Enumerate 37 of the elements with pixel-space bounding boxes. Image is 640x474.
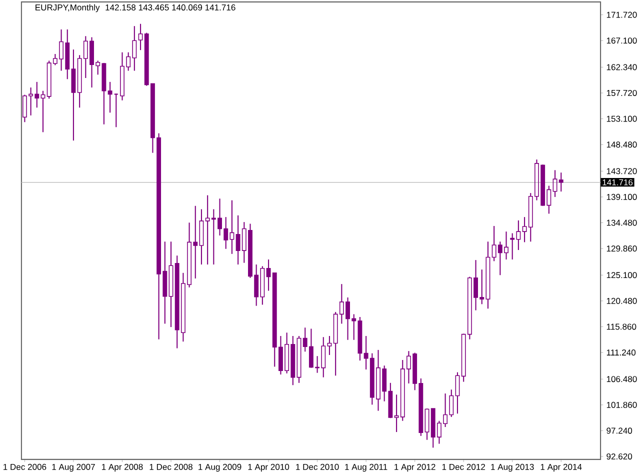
y-tick-label: 157.720	[606, 90, 637, 96]
candlestick	[138, 23, 143, 50]
x-tick-label: 1 Aug 2011	[345, 464, 388, 472]
y-tick-label: 167.100	[606, 37, 637, 44]
x-tick-label: 1 Apr 2010	[248, 464, 290, 472]
y-tick-label: 129.860	[606, 245, 637, 252]
x-tick-label: 1 Apr 2014	[540, 464, 582, 472]
y-tick-label: 125.100	[606, 272, 637, 278]
y-tick-label: 97.240	[606, 427, 632, 434]
x-tick-label: 1 Apr 2012	[394, 464, 436, 472]
y-tick-label: 120.480	[606, 298, 637, 304]
ref-line-label: 141.716	[602, 179, 633, 186]
chart-subtitle: 142.158 143.465 140.069 141.716	[106, 4, 236, 10]
y-tick-label: 115.860	[606, 323, 636, 330]
x-tick-label: 1 Aug 2007	[52, 464, 95, 472]
x-tick-label: 1 Dec 2006	[4, 464, 46, 470]
candlestick	[199, 208, 204, 265]
y-tick-label: 171.720	[606, 12, 637, 18]
x-tick-label: 1 Dec 2010	[296, 464, 339, 470]
y-tick-label: 111.240	[606, 349, 636, 356]
y-tick-label: 139.100	[606, 194, 637, 200]
x-tick-label: 1 Aug 2013	[491, 464, 534, 472]
y-tick-label: 101.860	[606, 402, 637, 408]
chart-title: EURJPY,Monthly	[36, 4, 100, 12]
y-tick-label: 153.100	[606, 116, 637, 122]
x-tick-label: 1 Dec 2008	[150, 464, 192, 470]
x-tick-label: 1 Apr 2008	[102, 464, 143, 472]
y-tick-label: 106.480	[606, 376, 637, 382]
y-tick-label: 92.620	[606, 453, 632, 460]
candlestick	[168, 240, 174, 328]
y-tick-label: 162.340	[606, 64, 637, 70]
y-tick-label: 143.720	[606, 168, 637, 174]
x-tick-label: 1 Dec 2012	[442, 464, 485, 470]
candlestick	[558, 172, 564, 192]
y-tick-label: 148.480	[606, 141, 637, 148]
x-tick-label: 1 Aug 2009	[198, 464, 242, 472]
y-tick-label: 134.480	[606, 220, 637, 226]
